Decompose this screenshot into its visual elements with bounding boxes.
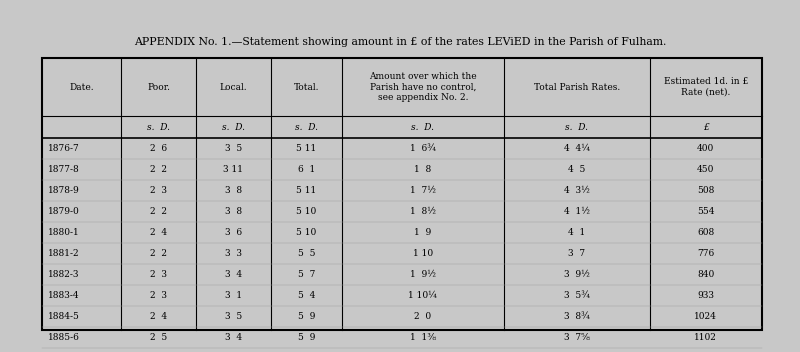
Text: 2  4: 2 4 [150, 312, 167, 321]
Text: 1  7½: 1 7½ [410, 186, 436, 195]
Text: 4  1: 4 1 [568, 228, 586, 237]
Text: 2  5: 2 5 [150, 333, 167, 342]
Text: s.  D.: s. D. [294, 122, 318, 132]
Text: 1102: 1102 [694, 333, 718, 342]
Text: 776: 776 [697, 249, 714, 258]
Text: 5  9: 5 9 [298, 312, 315, 321]
Text: 2  3: 2 3 [150, 291, 167, 300]
Text: 1877-8: 1877-8 [48, 165, 80, 174]
Text: 2  0: 2 0 [414, 312, 431, 321]
Text: Total.: Total. [294, 82, 319, 92]
Text: 1880-1: 1880-1 [48, 228, 80, 237]
Text: 3  7: 3 7 [568, 249, 586, 258]
Text: 450: 450 [697, 165, 714, 174]
Text: 5  9: 5 9 [298, 333, 315, 342]
Text: 3  1: 3 1 [225, 291, 242, 300]
Text: Date.: Date. [70, 82, 94, 92]
Text: 1024: 1024 [694, 312, 718, 321]
Text: 1  1⅜: 1 1⅜ [410, 333, 436, 342]
Text: 2  2: 2 2 [150, 249, 167, 258]
Text: 1883-4: 1883-4 [48, 291, 80, 300]
Text: 1  6¾: 1 6¾ [410, 144, 436, 153]
Text: 3  7⅝: 3 7⅝ [564, 333, 590, 342]
Text: 5 11: 5 11 [296, 186, 317, 195]
Text: 5 11: 5 11 [296, 144, 317, 153]
Text: 2  2: 2 2 [150, 165, 167, 174]
Text: 6  1: 6 1 [298, 165, 315, 174]
Text: 840: 840 [697, 270, 714, 279]
Text: 3  9½: 3 9½ [564, 270, 590, 279]
Text: 3  4: 3 4 [225, 270, 242, 279]
Text: 2  6: 2 6 [150, 144, 167, 153]
Text: 400: 400 [697, 144, 714, 153]
Text: s.  D.: s. D. [411, 122, 434, 132]
Text: APPENDIX No. 1.—Statement showing amount in £ of the rates LEViED in the Parish : APPENDIX No. 1.—Statement showing amount… [134, 37, 666, 47]
Text: 3  5¾: 3 5¾ [564, 291, 590, 300]
Text: 1884-5: 1884-5 [48, 312, 80, 321]
Text: 3  4: 3 4 [225, 333, 242, 342]
Text: Amount over which the
Parish have no control,
see appendix No. 2.: Amount over which the Parish have no con… [369, 72, 477, 102]
Text: Estimated 1d. in £
Rate (net).: Estimated 1d. in £ Rate (net). [664, 77, 748, 97]
Text: 2  3: 2 3 [150, 186, 167, 195]
Text: s.  D.: s. D. [222, 122, 245, 132]
Text: 2  4: 2 4 [150, 228, 167, 237]
Text: 3  8: 3 8 [225, 207, 242, 216]
Text: Poor.: Poor. [147, 82, 170, 92]
Text: 4  4¼: 4 4¼ [564, 144, 590, 153]
Text: 1882-3: 1882-3 [48, 270, 79, 279]
Text: 608: 608 [697, 228, 714, 237]
Text: 508: 508 [697, 186, 714, 195]
Text: 3  6: 3 6 [225, 228, 242, 237]
Text: 1879-0: 1879-0 [48, 207, 80, 216]
Text: 1  8½: 1 8½ [410, 207, 436, 216]
Text: s.  D.: s. D. [147, 122, 170, 132]
Text: 5  7: 5 7 [298, 270, 315, 279]
Bar [42, 58, 762, 330]
Text: 2  2: 2 2 [150, 207, 167, 216]
Text: s.  D.: s. D. [566, 122, 588, 132]
Text: 3  8¾: 3 8¾ [564, 312, 590, 321]
Text: 3  5: 3 5 [225, 144, 242, 153]
Text: 3  3: 3 3 [225, 249, 242, 258]
Text: 1878-9: 1878-9 [48, 186, 80, 195]
Text: 4  3½: 4 3½ [564, 186, 590, 195]
Text: Local.: Local. [220, 82, 247, 92]
Text: Total Parish Rates.: Total Parish Rates. [534, 82, 620, 92]
Text: 1  9: 1 9 [414, 228, 431, 237]
Text: 5  5: 5 5 [298, 249, 315, 258]
Text: 5 10: 5 10 [296, 207, 317, 216]
Text: 3 11: 3 11 [223, 165, 243, 174]
Text: 3  5: 3 5 [225, 312, 242, 321]
Text: 1  8: 1 8 [414, 165, 431, 174]
Text: 554: 554 [697, 207, 714, 216]
Text: 5 10: 5 10 [296, 228, 317, 237]
Text: 1881-2: 1881-2 [48, 249, 80, 258]
Text: 933: 933 [698, 291, 714, 300]
Text: 1 10: 1 10 [413, 249, 433, 258]
Text: 5  4: 5 4 [298, 291, 315, 300]
Text: 1  9½: 1 9½ [410, 270, 436, 279]
Text: 4  5: 4 5 [568, 165, 586, 174]
Text: 1 10¼: 1 10¼ [408, 291, 438, 300]
Text: 4  1½: 4 1½ [564, 207, 590, 216]
Text: 2  3: 2 3 [150, 270, 167, 279]
Text: 1876-7: 1876-7 [48, 144, 80, 153]
Text: 1885-6: 1885-6 [48, 333, 80, 342]
Text: 3  8: 3 8 [225, 186, 242, 195]
Text: £: £ [703, 122, 709, 132]
